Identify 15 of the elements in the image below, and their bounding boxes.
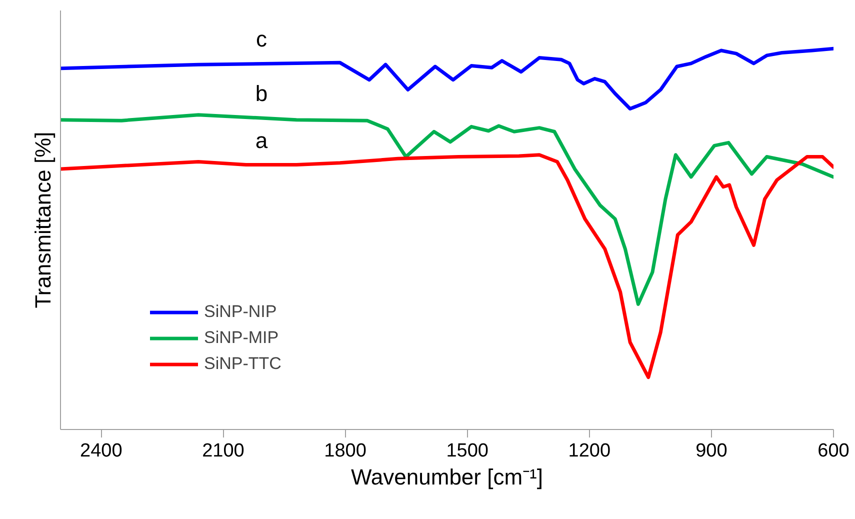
x-tick-label: 1500 — [446, 440, 488, 462]
x-tick-label: 1200 — [568, 440, 611, 462]
annotation: c — [256, 26, 267, 52]
legend-label: SiNP-MIP — [204, 328, 279, 348]
annotation: a — [255, 128, 268, 153]
y-axis-title: Transmittance [%] — [30, 132, 56, 308]
legend-label: SiNP-NIP — [204, 302, 277, 322]
x-tick-label: 600 — [818, 440, 850, 462]
x-tick-label: 900 — [696, 440, 728, 462]
x-tick-label: 2100 — [202, 440, 244, 462]
legend-label: SiNP-TTC — [204, 354, 282, 374]
x-tick-label: 1800 — [324, 440, 366, 462]
x-tick-label: 2400 — [80, 440, 122, 462]
x-axis-title: Wavenumber [cm⁻¹] — [351, 464, 544, 490]
annotation: b — [255, 81, 268, 106]
